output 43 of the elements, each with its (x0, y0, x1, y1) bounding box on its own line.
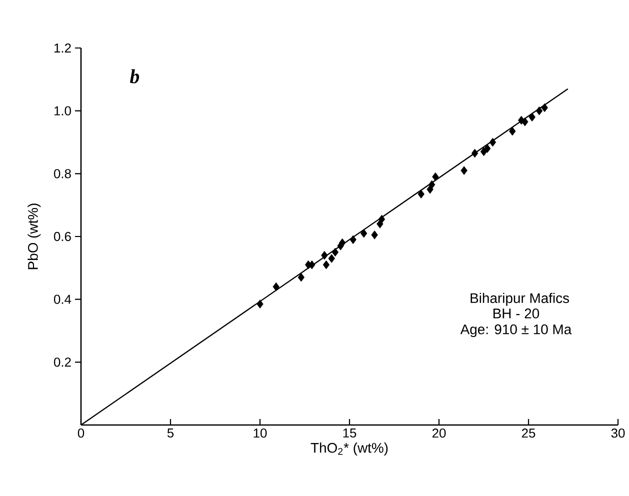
y-tick-label: 0.8 (54, 169, 71, 178)
point (360, 228, 368, 238)
annotation: Age: 910 ± 10 Ma (460, 324, 572, 338)
point (460, 166, 468, 175)
point (418, 190, 424, 198)
y-tick-label: 0.4 (54, 294, 72, 304)
point (541, 103, 548, 112)
x-tick-label: 30 (611, 428, 625, 438)
y-tick-label: 1.2 (54, 43, 71, 53)
x-tick-label: 10 (254, 428, 267, 438)
point (272, 282, 280, 292)
point (428, 180, 436, 190)
point (338, 238, 346, 248)
point (328, 254, 335, 263)
x-tick-label: 20 (432, 428, 446, 438)
point (484, 144, 491, 153)
annotation: BH - 20 (493, 308, 540, 318)
point (509, 126, 516, 136)
point (536, 106, 543, 116)
y-tick-label: 0.6 (54, 232, 71, 242)
point (528, 112, 536, 122)
x-tick-label: 0 (78, 428, 84, 438)
point (432, 172, 439, 182)
point (489, 138, 496, 147)
point (321, 250, 328, 260)
point (322, 260, 330, 270)
point (256, 300, 264, 308)
point (332, 248, 339, 257)
y-axis-title: PbO (wt%) (28, 204, 41, 270)
point (350, 235, 356, 244)
point (378, 214, 386, 224)
x-axis-title: ThO$_{2}$* (wt%) (310, 442, 388, 456)
x-tick-label: 5 (167, 428, 174, 438)
annotation: Biharipur Mafics (470, 292, 570, 306)
point (522, 117, 528, 126)
point (471, 148, 478, 158)
y-tick-label: 0.2 (54, 358, 71, 367)
point (298, 272, 305, 282)
x-tick-label: 25 (522, 428, 536, 438)
y-tick-label: 1.0 (54, 106, 71, 116)
annotation: b (130, 69, 140, 84)
point (371, 230, 378, 240)
x-tick-label: 15 (343, 428, 356, 438)
